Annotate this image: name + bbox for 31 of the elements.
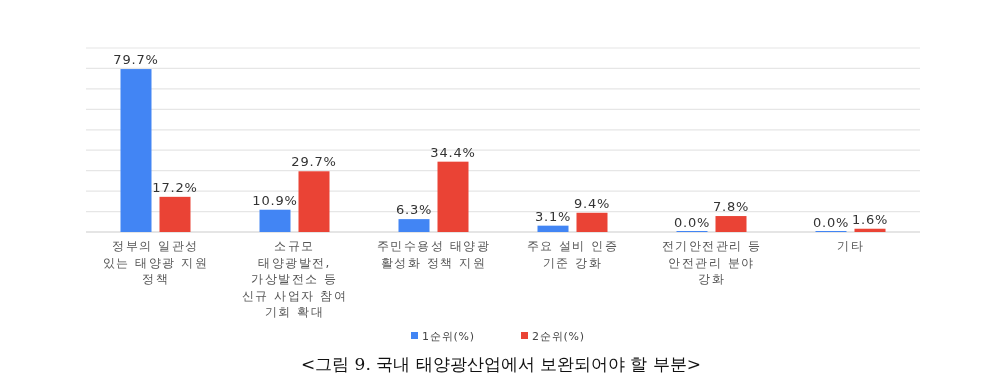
bar — [120, 69, 152, 232]
x-tick-label: 전기안전관리 등 안전관리 분야 강화 — [661, 239, 762, 286]
legend-label: 2순위(%) — [532, 329, 585, 343]
x-tick-label: 주요 설비 인증 기준 강화 — [526, 239, 619, 270]
data-label: 34.4% — [430, 144, 476, 160]
x-tick-label: 소규모 태양광발전, 가상발전소 등 신규 사업자 참여 기회 확대 — [241, 239, 348, 319]
data-label: 79.7% — [113, 52, 159, 68]
data-label: 17.2% — [152, 179, 198, 195]
bar — [437, 161, 469, 232]
bar — [537, 225, 569, 232]
data-label: 0.0% — [673, 215, 711, 230]
text: <그림 9. 국내 태양광산업에서 보완되어야 할 부분> — [300, 354, 702, 374]
bar — [715, 216, 747, 232]
data-label: 9.4% — [573, 195, 611, 211]
x-tick-label: 기타 — [837, 239, 864, 253]
data-label: 1.6% — [851, 211, 889, 227]
bar — [159, 196, 191, 232]
data-label: 10.9% — [252, 192, 298, 208]
bar — [854, 228, 886, 232]
bar — [576, 212, 608, 232]
x-tick-label: 주민수용성 태양광 활성화 정책 지원 — [376, 239, 491, 270]
data-label: 3.1% — [534, 208, 572, 224]
data-label: 7.8% — [712, 199, 750, 215]
data-label: 29.7% — [291, 154, 337, 170]
bar — [259, 209, 291, 232]
data-label: 6.3% — [395, 202, 433, 218]
legend-label: 1순위(%) — [422, 329, 475, 343]
data-label: 0.0% — [812, 215, 850, 230]
bar — [398, 219, 430, 232]
x-tick-label: 정부의 일관성 있는 태양광 지원 정책 — [102, 239, 209, 286]
bar — [298, 171, 330, 232]
